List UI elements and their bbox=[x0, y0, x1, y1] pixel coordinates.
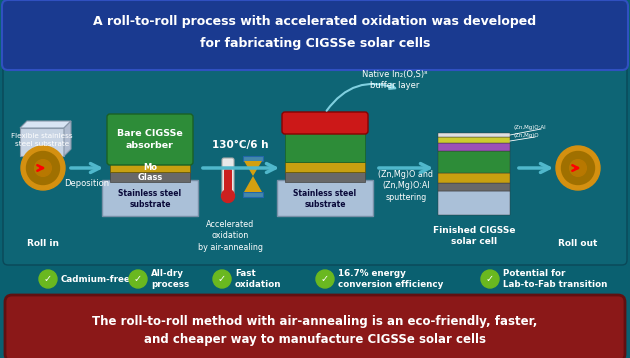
FancyBboxPatch shape bbox=[5, 295, 625, 358]
FancyBboxPatch shape bbox=[2, 0, 628, 70]
Bar bbox=[438, 151, 510, 173]
FancyBboxPatch shape bbox=[277, 180, 373, 216]
Bar bbox=[438, 183, 510, 191]
Text: A roll-to-roll process with accelerated oxidation was developed: A roll-to-roll process with accelerated … bbox=[93, 15, 537, 29]
Circle shape bbox=[222, 189, 234, 203]
FancyBboxPatch shape bbox=[222, 158, 234, 197]
Text: Glass: Glass bbox=[137, 173, 163, 182]
Text: and cheaper way to manufacture CIGSSe solar cells: and cheaper way to manufacture CIGSSe so… bbox=[144, 334, 486, 347]
Circle shape bbox=[213, 270, 231, 288]
Text: Potential for
Lab-to-Fab transition: Potential for Lab-to-Fab transition bbox=[503, 269, 607, 289]
Bar bbox=[243, 156, 263, 161]
Text: Roll out: Roll out bbox=[558, 240, 598, 248]
Circle shape bbox=[129, 270, 147, 288]
Circle shape bbox=[35, 160, 52, 176]
Polygon shape bbox=[64, 121, 71, 156]
Bar bbox=[438, 137, 510, 143]
Text: Deposition: Deposition bbox=[64, 179, 110, 189]
FancyBboxPatch shape bbox=[107, 114, 193, 165]
Text: ✓: ✓ bbox=[218, 274, 226, 284]
Text: for fabricating CIGSSe solar cells: for fabricating CIGSSe solar cells bbox=[200, 38, 430, 50]
Polygon shape bbox=[20, 121, 71, 128]
Text: Roll in: Roll in bbox=[27, 240, 59, 248]
Polygon shape bbox=[244, 176, 262, 192]
FancyBboxPatch shape bbox=[102, 180, 198, 216]
Circle shape bbox=[561, 151, 595, 184]
Circle shape bbox=[316, 270, 334, 288]
Text: ✓: ✓ bbox=[44, 274, 52, 284]
Bar bbox=[438, 143, 510, 151]
Text: (Zn,Mg)O: (Zn,Mg)O bbox=[513, 134, 539, 139]
Text: Flexible stainless
steel substrate: Flexible stainless steel substrate bbox=[11, 133, 73, 147]
Bar bbox=[243, 192, 263, 197]
Text: Accelerated
oxidation
by air-annealing: Accelerated oxidation by air-annealing bbox=[197, 221, 263, 252]
Bar bbox=[110, 172, 190, 182]
Text: Stainless steel
substrate: Stainless steel substrate bbox=[294, 189, 357, 209]
Circle shape bbox=[26, 151, 59, 184]
Text: 130°C/6 h: 130°C/6 h bbox=[212, 140, 268, 150]
Text: Finished CIGSSe
solar cell: Finished CIGSSe solar cell bbox=[433, 226, 515, 246]
Text: ✓: ✓ bbox=[134, 274, 142, 284]
Bar bbox=[20, 128, 64, 156]
Text: Fast
oxidation: Fast oxidation bbox=[235, 269, 282, 289]
Bar bbox=[285, 172, 365, 182]
Circle shape bbox=[21, 146, 65, 190]
Text: Bare CIGSSe
absorber: Bare CIGSSe absorber bbox=[117, 130, 183, 150]
Text: Native In₂(O,S)⁸
buffer layer: Native In₂(O,S)⁸ buffer layer bbox=[362, 70, 428, 90]
Bar bbox=[285, 131, 365, 162]
Text: (Zn,Mg)O:Al: (Zn,Mg)O:Al bbox=[513, 126, 546, 131]
Text: Cadmium-free: Cadmium-free bbox=[61, 275, 131, 284]
Text: 16.7% energy
conversion efficiency: 16.7% energy conversion efficiency bbox=[338, 269, 444, 289]
Circle shape bbox=[570, 160, 587, 176]
Text: Stainless steel
substrate: Stainless steel substrate bbox=[118, 189, 181, 209]
Bar bbox=[110, 162, 190, 172]
FancyBboxPatch shape bbox=[224, 169, 232, 194]
Polygon shape bbox=[244, 161, 262, 176]
Text: All-dry
process: All-dry process bbox=[151, 269, 189, 289]
Bar bbox=[438, 191, 510, 215]
Bar bbox=[285, 162, 365, 172]
Bar bbox=[438, 173, 510, 183]
FancyBboxPatch shape bbox=[3, 65, 627, 265]
Bar bbox=[438, 133, 510, 137]
Text: ✓: ✓ bbox=[486, 274, 494, 284]
Text: The roll-to-roll method with air-annealing is an eco-friendly, faster,: The roll-to-roll method with air-anneali… bbox=[93, 315, 537, 329]
Circle shape bbox=[39, 270, 57, 288]
Circle shape bbox=[481, 270, 499, 288]
Text: Mo: Mo bbox=[143, 163, 157, 171]
Text: ✓: ✓ bbox=[321, 274, 329, 284]
Circle shape bbox=[556, 146, 600, 190]
FancyBboxPatch shape bbox=[282, 112, 368, 134]
Text: (Zn,Mg)O and
(Zn,Mg)O:Al
sputtering: (Zn,Mg)O and (Zn,Mg)O:Al sputtering bbox=[379, 170, 433, 202]
